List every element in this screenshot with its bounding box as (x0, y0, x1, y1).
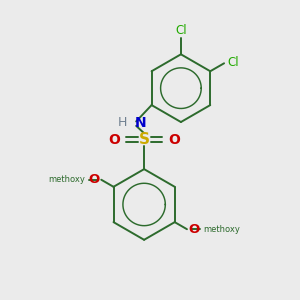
Text: methoxy: methoxy (203, 225, 240, 234)
Text: O: O (169, 133, 180, 147)
Text: N: N (134, 116, 146, 130)
Text: O: O (188, 223, 200, 236)
Text: O: O (108, 133, 120, 147)
Text: Cl: Cl (227, 56, 238, 69)
Text: Cl: Cl (175, 24, 187, 37)
Text: H: H (118, 116, 127, 129)
Text: S: S (139, 132, 150, 147)
Text: methoxy: methoxy (48, 175, 85, 184)
Text: O: O (88, 173, 100, 186)
